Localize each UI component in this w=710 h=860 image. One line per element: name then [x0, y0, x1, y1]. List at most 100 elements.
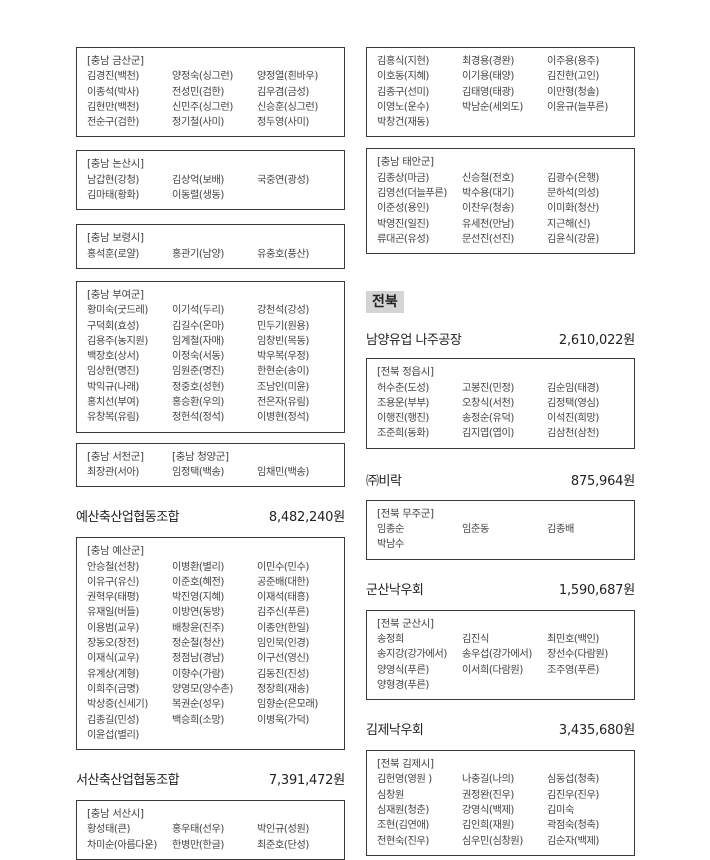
- donor-list: 허수춘(도성) 고봉진(민정) 김순임(태경) 조용운(부부) 오창식(서천) 김정택(영…: [377, 381, 634, 442]
- donor-list: 황성태(큰) 홍우태(선우) 박인규(성원) 차미순(아름다운) 한병만(한글) 최준호(…: [87, 822, 344, 853]
- donor-box: [충남 서산시] 황성태(큰) 홍우태(선우) 박인규(성원) 차미순(아름다운) 한병만…: [76, 800, 345, 860]
- donor-name: 송지강(강가에서): [377, 649, 447, 661]
- donor-box: [전북 김제시] 김헌영(영원 ) 나충길(나의) 심동섭(청축) 심창원 권정완(진우)…: [366, 750, 635, 856]
- donor-name: 박익규(나래): [87, 381, 140, 393]
- donor-name: 이용범(교우): [87, 622, 140, 634]
- organization-heading: 김제낙우회 3,435,680원: [366, 722, 635, 740]
- donor-box: 김홍식(지현) 최경용(경완) 이주용(용주) 이호동(지혜) 이기용(태양) 김진한(고…: [366, 47, 635, 138]
- donor-name: 권혁우(태평): [87, 592, 140, 604]
- donor-name: 임창빈(목동): [257, 335, 310, 347]
- donor-name: 정헌석(정석): [172, 412, 225, 424]
- donation-amount: 3,435,680원: [558, 723, 635, 739]
- donor-name: 정순철(청산): [172, 638, 225, 650]
- donor-list: 김홍식(지현) 최경용(경완) 이주용(용주) 이호동(지혜) 이기용(태양) 김진한(고…: [377, 54, 634, 130]
- donor-name: 김종길(민성): [87, 714, 140, 726]
- donor-name: 조주영(푸른): [547, 664, 600, 676]
- donor-name: 이동렬(생동): [172, 190, 225, 202]
- donor-name: 홍관기(남양): [172, 248, 225, 260]
- donor-name: 심창원: [377, 789, 404, 801]
- organization-name: ㈜비락: [366, 473, 402, 489]
- donor-name: 정두영(사미): [257, 117, 310, 129]
- region-header: [충남 금산군]: [87, 55, 144, 67]
- donor-name: 박상증(신세기): [87, 699, 148, 711]
- donor-name: 이방연(동방): [172, 607, 225, 619]
- donor-box: [충남 보령시] 홍석훈(로얄) 홍관기(남양) 유충호(풍산): [76, 224, 345, 269]
- donor-name: 한현순(송이): [257, 366, 310, 378]
- donor-name: 임원준(명진): [172, 366, 225, 378]
- donor-name: 임향순(은모래): [257, 699, 318, 711]
- donor-name: 김진한(고인): [547, 71, 600, 83]
- donor-name: 이준호(혜전): [172, 576, 225, 588]
- donor-name: 유세천(만남): [462, 218, 515, 230]
- organization-heading: 남양유업 나주공장 2,610,022원: [366, 332, 635, 350]
- donor-name: 임인묵(인경): [257, 638, 310, 650]
- donor-name: 황성태(큰): [87, 824, 131, 836]
- donor-name: 장선수(다람원): [547, 649, 608, 661]
- donor-name: 김미숙: [547, 805, 574, 817]
- organization-heading: 예산축산업협동조합 8,482,240원: [76, 509, 345, 527]
- donor-name: 이호동(지혜): [377, 71, 430, 83]
- donor-name: 양영모(양수촌): [172, 683, 233, 695]
- donor-name: 민두기(원용): [257, 320, 310, 332]
- donor-name: 박남순(세외도): [462, 101, 523, 113]
- donor-name: 김용주(농지원): [87, 335, 148, 347]
- donor-name: 전현숙(진우): [377, 835, 430, 847]
- donor-name: 백장호(상서): [87, 351, 140, 363]
- donor-name: 정중호(성현): [172, 381, 225, 393]
- donor-name: 최민호(백인): [547, 633, 600, 645]
- donor-name: 김태영(태광): [462, 86, 515, 98]
- donor-name: 임정택(백송): [172, 466, 225, 478]
- region-header-row: [충남 논산시]: [87, 157, 344, 172]
- donor-list: 김헌영(영원 ) 나충길(나의) 심동섭(청축) 심창원 권정완(진우) 김진우(진우) 심…: [377, 772, 634, 848]
- donation-amount: 875,964원: [570, 473, 635, 489]
- donor-name: 이서희(다람원): [462, 664, 523, 676]
- donor-name: 이향수(가람): [172, 668, 225, 680]
- donor-name: 이만형(청솔): [547, 86, 600, 98]
- donor-list: 남갑현(강청) 김상억(보배) 국중연(광성) 김마태(황화) 이동렬(생동): [87, 173, 344, 204]
- donor-name: 전성민(검한): [172, 86, 225, 98]
- donor-name: 고봉진(민정): [462, 382, 515, 394]
- donor-name: 홍치선(부여): [87, 397, 140, 409]
- organization-name: 예산축산업협동조합: [76, 510, 180, 526]
- donor-box: [충남 논산시] 남갑현(강청) 김상억(보배) 국중연(광성) 김마태(황화) 이동렬(…: [76, 150, 345, 211]
- organization-name: 김제낙우회: [366, 723, 424, 739]
- donor-box: [충남 예산군] 안승철(선창) 이병환(별리) 이민수(민수) 이유구(유신) 이준호(…: [76, 537, 345, 751]
- donor-name: 임상현(명진): [87, 366, 140, 378]
- donor-name: 김순자(백제): [547, 835, 600, 847]
- organization-name: 서산축산업협동조합: [76, 773, 180, 789]
- donor-name: 오창식(서천): [462, 397, 515, 409]
- donor-name: 공준배(대한): [257, 576, 310, 588]
- donor-name: 이병욱(가덕): [257, 714, 310, 726]
- donor-name: 조현(김연애): [377, 820, 430, 832]
- donor-name: 김종구(선미): [377, 86, 430, 98]
- donor-name: 이영노(운수): [377, 101, 430, 113]
- region-label: 전북: [366, 291, 404, 314]
- left-column: [충남 금산군] 김경진(백천) 양정숙(싱그런) 양정열(흰바우) 이종석(박사) 전성…: [76, 47, 345, 860]
- donor-name: 김진식: [462, 633, 489, 645]
- donor-name: 김윤식(강윤): [547, 233, 600, 245]
- donor-name: 정장희(재송): [257, 683, 310, 695]
- donor-name: 차미순(아름다운): [87, 839, 157, 851]
- region-header-row: [전북 무주군]: [377, 507, 634, 522]
- donor-name: 양영식(푸른): [377, 664, 430, 676]
- donor-name: 김정택(영심): [547, 397, 600, 409]
- donor-name: 이윤섭(별리): [87, 729, 140, 741]
- donor-name: 임춘동: [462, 524, 489, 536]
- donor-name: 유계상(계형): [87, 668, 140, 680]
- donor-name: 송정희: [377, 633, 404, 645]
- donor-name: 심우민(심창원): [462, 835, 523, 847]
- region-header-row: [충남 태안군]: [377, 155, 634, 170]
- region-header-row: [충남 예산군]: [87, 544, 344, 559]
- right-column: 김홍식(지현) 최경용(경완) 이주용(용주) 이호동(지혜) 이기용(태양) 김진한(고…: [366, 47, 635, 856]
- donor-name: 김우겸(금성): [257, 86, 310, 98]
- donor-name: 이윤규(늘푸른): [547, 101, 608, 113]
- donor-name: 양정숙(싱그런): [172, 71, 233, 83]
- donor-name: 이병환(별리): [172, 561, 225, 573]
- donor-name: 장동오(장전): [87, 638, 140, 650]
- region-header: [전북 군산시]: [377, 617, 434, 630]
- region-header: [전북 무주군]: [377, 507, 434, 520]
- donor-list: 김종상(마금) 신승철(전호) 김광수(은행) 김영선(더늘푸른) 박수용(대기) 문하석…: [377, 171, 634, 247]
- donor-list: 김경진(백천) 양정숙(싱그런) 양정열(흰바우) 이종석(박사) 전성민(검한) 김우겸…: [87, 69, 344, 130]
- region-header: [충남 논산시]: [87, 158, 144, 171]
- donor-name: 배창윤(진주): [172, 622, 225, 634]
